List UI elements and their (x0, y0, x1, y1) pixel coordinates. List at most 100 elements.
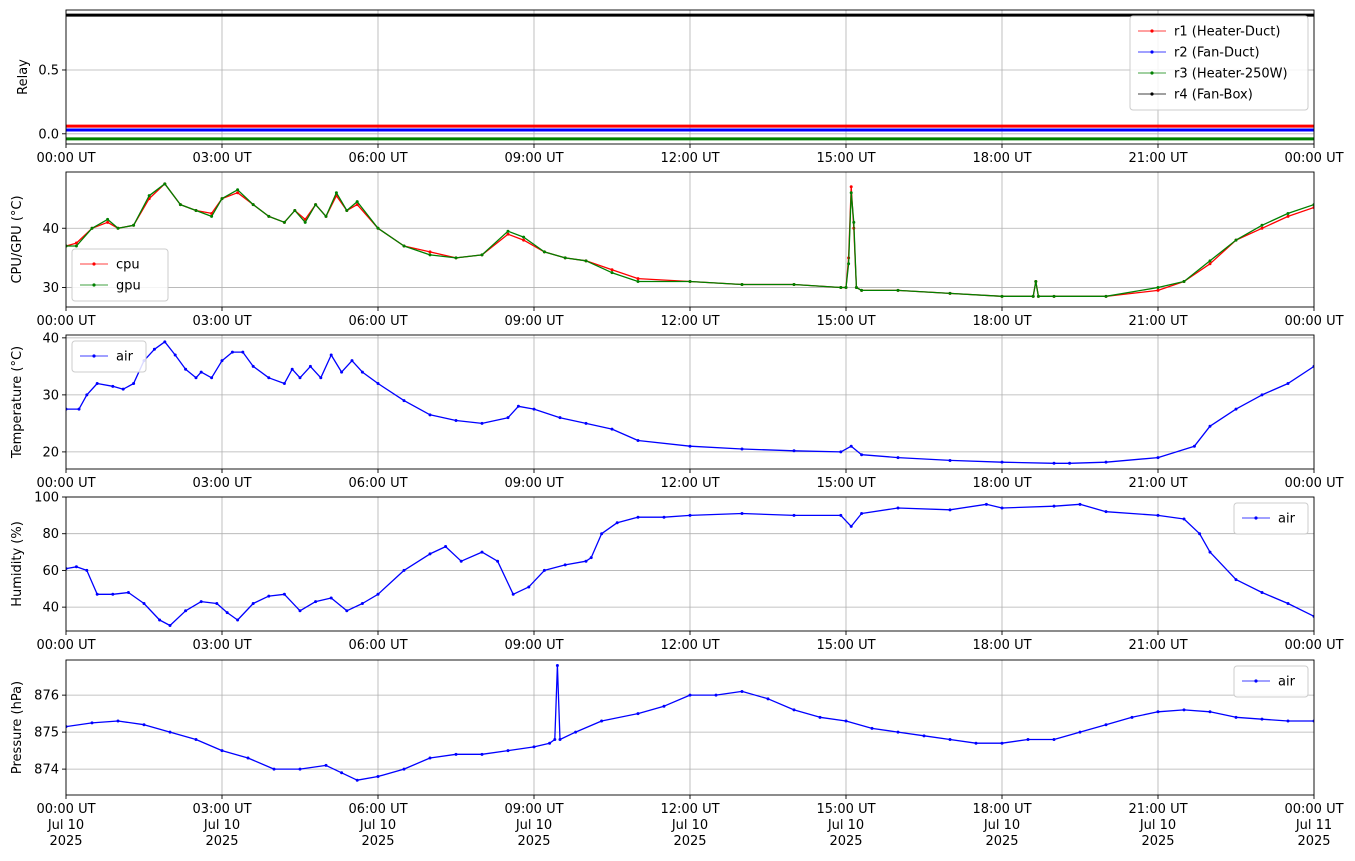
data-point-air (199, 370, 203, 374)
legend-box (71, 340, 147, 373)
x-tick-label: 21:00 UT Jul 10 2025 (1128, 802, 1187, 849)
data-point-gpu (1031, 294, 1035, 298)
data-point-air (662, 515, 666, 519)
legend-marker (1150, 29, 1154, 33)
y-axis-label: Temperature (°C) (10, 346, 25, 459)
data-point-air (1156, 710, 1160, 714)
chart-relay: 00:00 UT 03:00 UT 06:00 UT 09:00 UT 12:00 UT… (16, 9, 1344, 166)
data-point-gpu (106, 217, 110, 221)
data-point-gpu (132, 223, 136, 227)
data-point-gpu (844, 285, 848, 289)
data-point-air (95, 381, 99, 385)
chart-humidity: 00:00 UT 03:00 UT 06:00 UT 09:00 UT 12:00 UT… (10, 491, 1344, 654)
data-point-air (152, 347, 156, 351)
data-point-cpu (1286, 214, 1290, 218)
data-point-air (314, 600, 318, 604)
data-point-air (558, 416, 562, 420)
x-tick-label: 03:00 UT (192, 638, 251, 653)
data-point-air (158, 618, 162, 622)
data-point-gpu (584, 259, 588, 263)
data-point-air (555, 664, 559, 668)
data-point-air (1182, 517, 1186, 521)
data-point-air (428, 413, 432, 417)
data-point-air (839, 450, 843, 454)
data-point-gpu (1104, 294, 1108, 298)
data-point-air (95, 592, 99, 596)
data-point-air (896, 730, 900, 734)
y-axis-label: CPU/GPU (°C) (10, 195, 25, 283)
x-tick-label: 21:00 UT (1128, 151, 1187, 166)
data-point-air (740, 512, 744, 516)
data-point-air (340, 771, 344, 775)
x-tick-label: 15:00 UT Jul 10 2025 (816, 802, 875, 849)
data-point-gpu (293, 208, 297, 212)
data-point-gpu (522, 235, 526, 239)
data-point-gpu (267, 214, 271, 218)
data-point-gpu (948, 291, 952, 295)
data-point-gpu (334, 191, 338, 195)
data-point-air (173, 353, 177, 357)
data-point-gpu (506, 229, 510, 233)
x-tick-label: 00:00 UT (1284, 476, 1343, 491)
data-point-air (142, 601, 146, 605)
data-point-gpu (178, 203, 182, 207)
data-point-air (1234, 407, 1238, 411)
data-point-air (558, 738, 562, 742)
data-point-gpu (428, 253, 432, 257)
series-line-gpu (66, 183, 1314, 297)
data-point-gpu (847, 262, 851, 266)
x-tick-label: 12:00 UT (660, 476, 719, 491)
data-point-air (184, 367, 188, 371)
data-point-air (818, 715, 822, 719)
data-point-air (948, 508, 952, 512)
data-point-air (194, 738, 198, 742)
y-axis-label: Pressure (hPa) (10, 681, 25, 774)
legend-box (1233, 502, 1309, 535)
y-tick-label: 60 (42, 564, 59, 579)
data-point-gpu (852, 220, 856, 224)
series-group (66, 340, 1314, 465)
y-tick-label: 40 (42, 222, 59, 237)
data-point-air (251, 601, 255, 605)
data-point-air (584, 421, 588, 425)
data-point-air (589, 556, 593, 560)
data-point-air (1234, 578, 1238, 582)
x-tick-label: 00:00 UT (36, 151, 95, 166)
x-tick-label: 18:00 UT (972, 151, 1031, 166)
data-point-cpu (636, 277, 640, 281)
data-point-gpu (454, 256, 458, 260)
y-tick-label: 100 (34, 491, 59, 506)
data-point-air (267, 594, 271, 598)
data-point-air (126, 590, 130, 594)
data-point-air (282, 592, 286, 596)
x-tick-label: 18:00 UT (972, 476, 1031, 491)
data-point-gpu (163, 182, 167, 186)
data-point-air (610, 427, 614, 431)
x-tick-label: 00:00 UT (36, 476, 95, 491)
data-point-air (563, 563, 567, 567)
x-tick-label: 03:00 UT (192, 151, 251, 166)
data-point-air (896, 506, 900, 510)
legend-marker (1150, 92, 1154, 96)
data-point-gpu (402, 244, 406, 248)
data-point-air (376, 775, 380, 779)
data-point-air (860, 453, 864, 457)
data-point-air (111, 592, 115, 596)
data-point-air (329, 353, 333, 357)
y-tick-label: 40 (42, 331, 59, 346)
x-tick-label: 09:00 UT (504, 314, 563, 329)
data-point-air (849, 444, 853, 448)
data-point-air (236, 618, 240, 622)
data-point-air (220, 749, 224, 753)
data-point-air (974, 741, 978, 745)
data-point-air (542, 568, 546, 572)
y-tick-label: 0.5 (38, 63, 59, 78)
data-point-air (246, 756, 250, 760)
data-point-air (600, 532, 604, 536)
data-point-air (636, 438, 640, 442)
data-point-air (132, 381, 136, 385)
data-point-gpu (220, 197, 224, 201)
data-point-cpu (610, 268, 614, 272)
y-tick-label: 30 (42, 281, 59, 296)
legend-entry-air: air (116, 350, 134, 365)
